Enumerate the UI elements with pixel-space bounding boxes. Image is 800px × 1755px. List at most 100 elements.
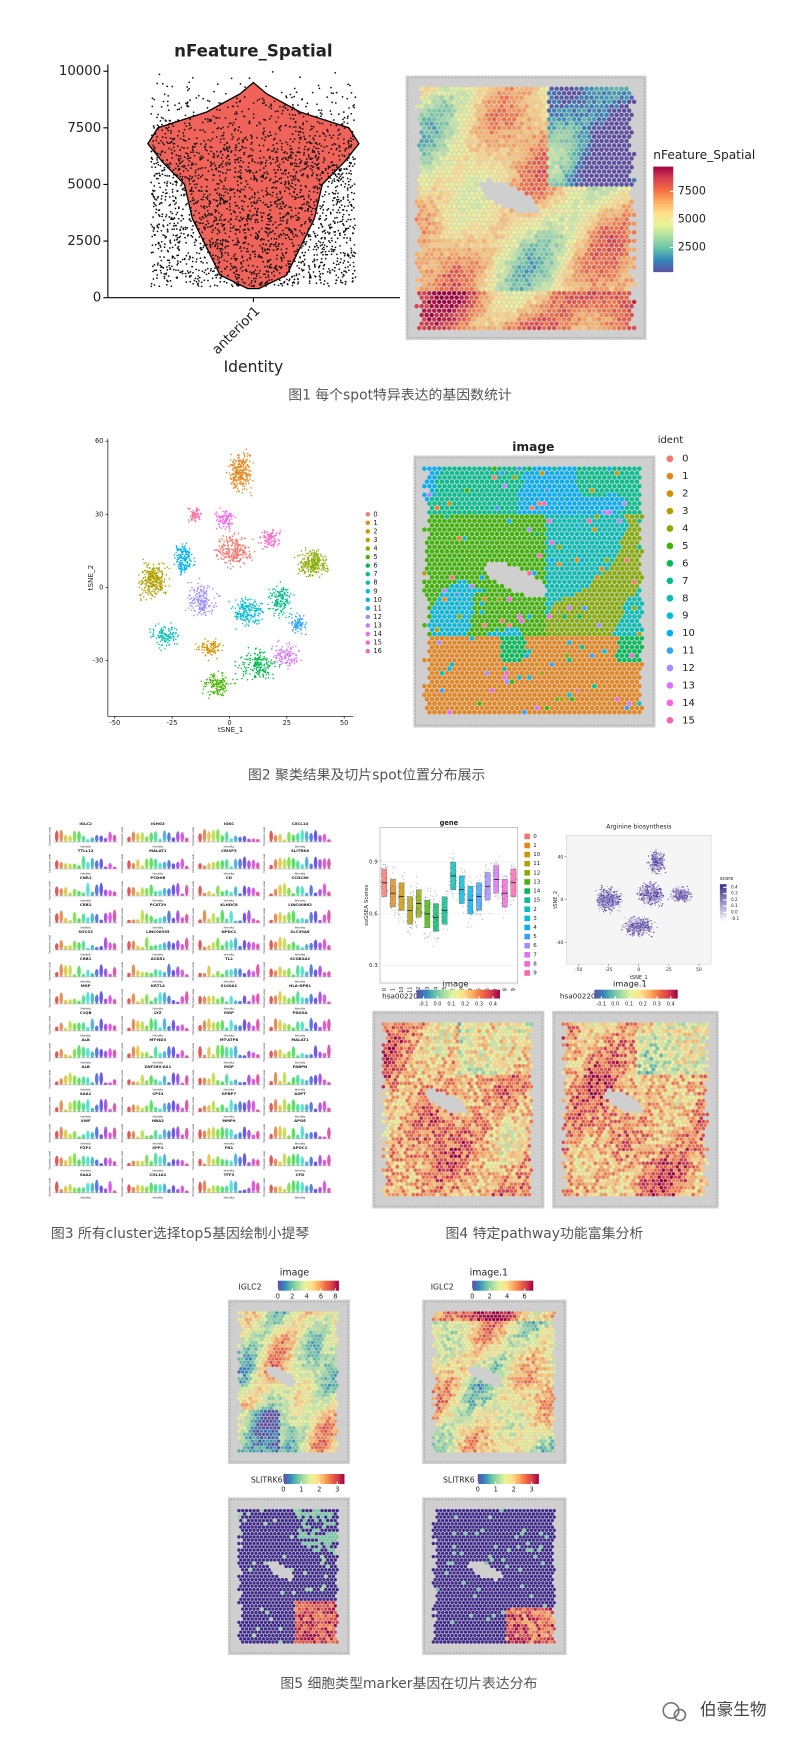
jitter-point — [195, 137, 198, 140]
jitter-point — [223, 227, 226, 230]
spot — [514, 121, 519, 126]
spot — [496, 317, 502, 322]
jitter-point — [229, 268, 232, 271]
spot — [499, 173, 504, 179]
jitter-point — [280, 260, 283, 262]
spot — [467, 160, 472, 166]
spot — [501, 160, 507, 166]
jitter-point — [203, 145, 206, 148]
jitter-point — [174, 224, 177, 227]
jitter-point — [281, 196, 284, 199]
spot — [521, 264, 527, 270]
jitter-point — [293, 107, 295, 110]
jitter-point — [194, 221, 197, 224]
jitter-point — [221, 225, 224, 228]
jitter-point — [326, 271, 329, 273]
spot — [619, 208, 624, 213]
spot — [524, 286, 529, 292]
jitter-point — [230, 257, 233, 260]
spot — [467, 195, 472, 200]
jitter-point — [156, 197, 159, 199]
spot — [586, 264, 592, 270]
jitter-point — [312, 137, 315, 140]
jitter-point — [256, 201, 258, 204]
spot — [491, 169, 497, 174]
spot — [536, 264, 542, 270]
jitter-point — [340, 281, 342, 284]
spot — [454, 199, 459, 205]
spot — [571, 264, 577, 270]
spot — [616, 99, 622, 105]
spot — [629, 130, 634, 135]
jitter-point — [225, 156, 228, 159]
jitter-point — [185, 193, 188, 196]
spot — [564, 286, 569, 292]
jitter-point — [240, 131, 242, 134]
spot — [594, 147, 599, 152]
spot — [564, 130, 569, 135]
spot — [471, 273, 477, 279]
spot — [457, 325, 462, 331]
spot — [509, 95, 514, 100]
jitter-point — [212, 254, 214, 257]
jitter-point — [311, 127, 313, 130]
spot — [576, 308, 582, 313]
jitter-point — [150, 157, 153, 160]
spot — [499, 278, 504, 283]
spot — [499, 104, 504, 109]
spot — [544, 312, 549, 318]
spot — [449, 225, 454, 231]
jitter-point — [246, 216, 249, 219]
jitter-point — [169, 137, 172, 140]
jitter-point — [312, 166, 315, 169]
jitter-point — [166, 159, 169, 161]
label: 7500 — [678, 184, 706, 197]
spot — [546, 160, 552, 166]
jitter-point — [258, 197, 261, 200]
jitter-point — [263, 118, 265, 121]
jitter-point — [153, 174, 156, 177]
jitter-point — [251, 160, 254, 162]
jitter-point — [287, 183, 290, 185]
spot — [449, 217, 454, 222]
jitter-point — [314, 236, 317, 238]
spot — [531, 151, 537, 157]
spot — [437, 299, 442, 305]
jitter-point — [254, 269, 257, 272]
spot — [624, 269, 629, 274]
spot — [554, 138, 559, 144]
spot — [484, 312, 489, 318]
jitter-point — [348, 153, 351, 156]
jitter-point — [191, 228, 193, 231]
jitter-point — [242, 146, 244, 149]
spot — [417, 186, 422, 192]
jitter-point — [316, 258, 319, 261]
jitter-point — [297, 261, 300, 264]
jitter-point — [171, 246, 174, 249]
spot — [539, 104, 544, 109]
jitter-point — [329, 226, 332, 229]
spot — [556, 169, 562, 174]
spot — [509, 304, 514, 309]
jitter-point — [294, 234, 297, 237]
spot — [479, 130, 484, 135]
spot — [511, 325, 517, 331]
spot — [551, 195, 557, 200]
spot — [462, 151, 467, 157]
jitter-point — [188, 177, 191, 180]
jitter-point — [184, 272, 187, 275]
jitter-point — [221, 172, 224, 174]
jitter-point — [341, 216, 344, 218]
jitter-point — [195, 252, 198, 254]
spot — [579, 269, 584, 274]
jitter-point — [347, 83, 350, 86]
jitter-point — [314, 207, 317, 210]
jitter-point — [318, 122, 321, 125]
jitter-point — [321, 231, 324, 233]
spot — [579, 286, 584, 292]
spot — [454, 243, 459, 248]
spot — [616, 195, 622, 200]
spot — [546, 143, 552, 148]
spot — [601, 143, 607, 148]
spot — [529, 182, 534, 187]
